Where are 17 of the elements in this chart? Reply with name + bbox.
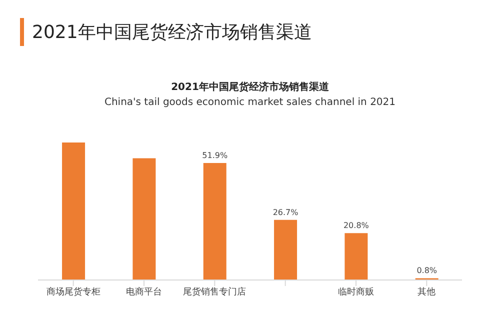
data-label: 26.7% [272, 208, 299, 217]
text: China's tail goods economic market sales channel in 2021 [103, 97, 397, 108]
x-tick-label: 临时商贩 [338, 286, 374, 298]
chart-title: 2021年中国尾货经济市场销售渠道 [32, 21, 312, 44]
x-tick-label: 尾货销售专门店 [183, 286, 246, 298]
bar [203, 163, 226, 280]
bar [274, 220, 298, 280]
data-label: 51.9% [202, 151, 228, 160]
bar [62, 142, 86, 280]
chart-subtitle: 2021年中国尾货经济市场销售渠道 [170, 80, 330, 94]
data-label: 20.8% [343, 221, 370, 230]
bar [344, 233, 368, 280]
x-tick-label: 其他 [418, 286, 436, 298]
bar [132, 158, 156, 280]
data-label: 0.8% [416, 266, 438, 276]
x-tick-label: 电商平台 [126, 286, 162, 298]
x-tick-label: 商场尾货专柜 [46, 286, 100, 298]
